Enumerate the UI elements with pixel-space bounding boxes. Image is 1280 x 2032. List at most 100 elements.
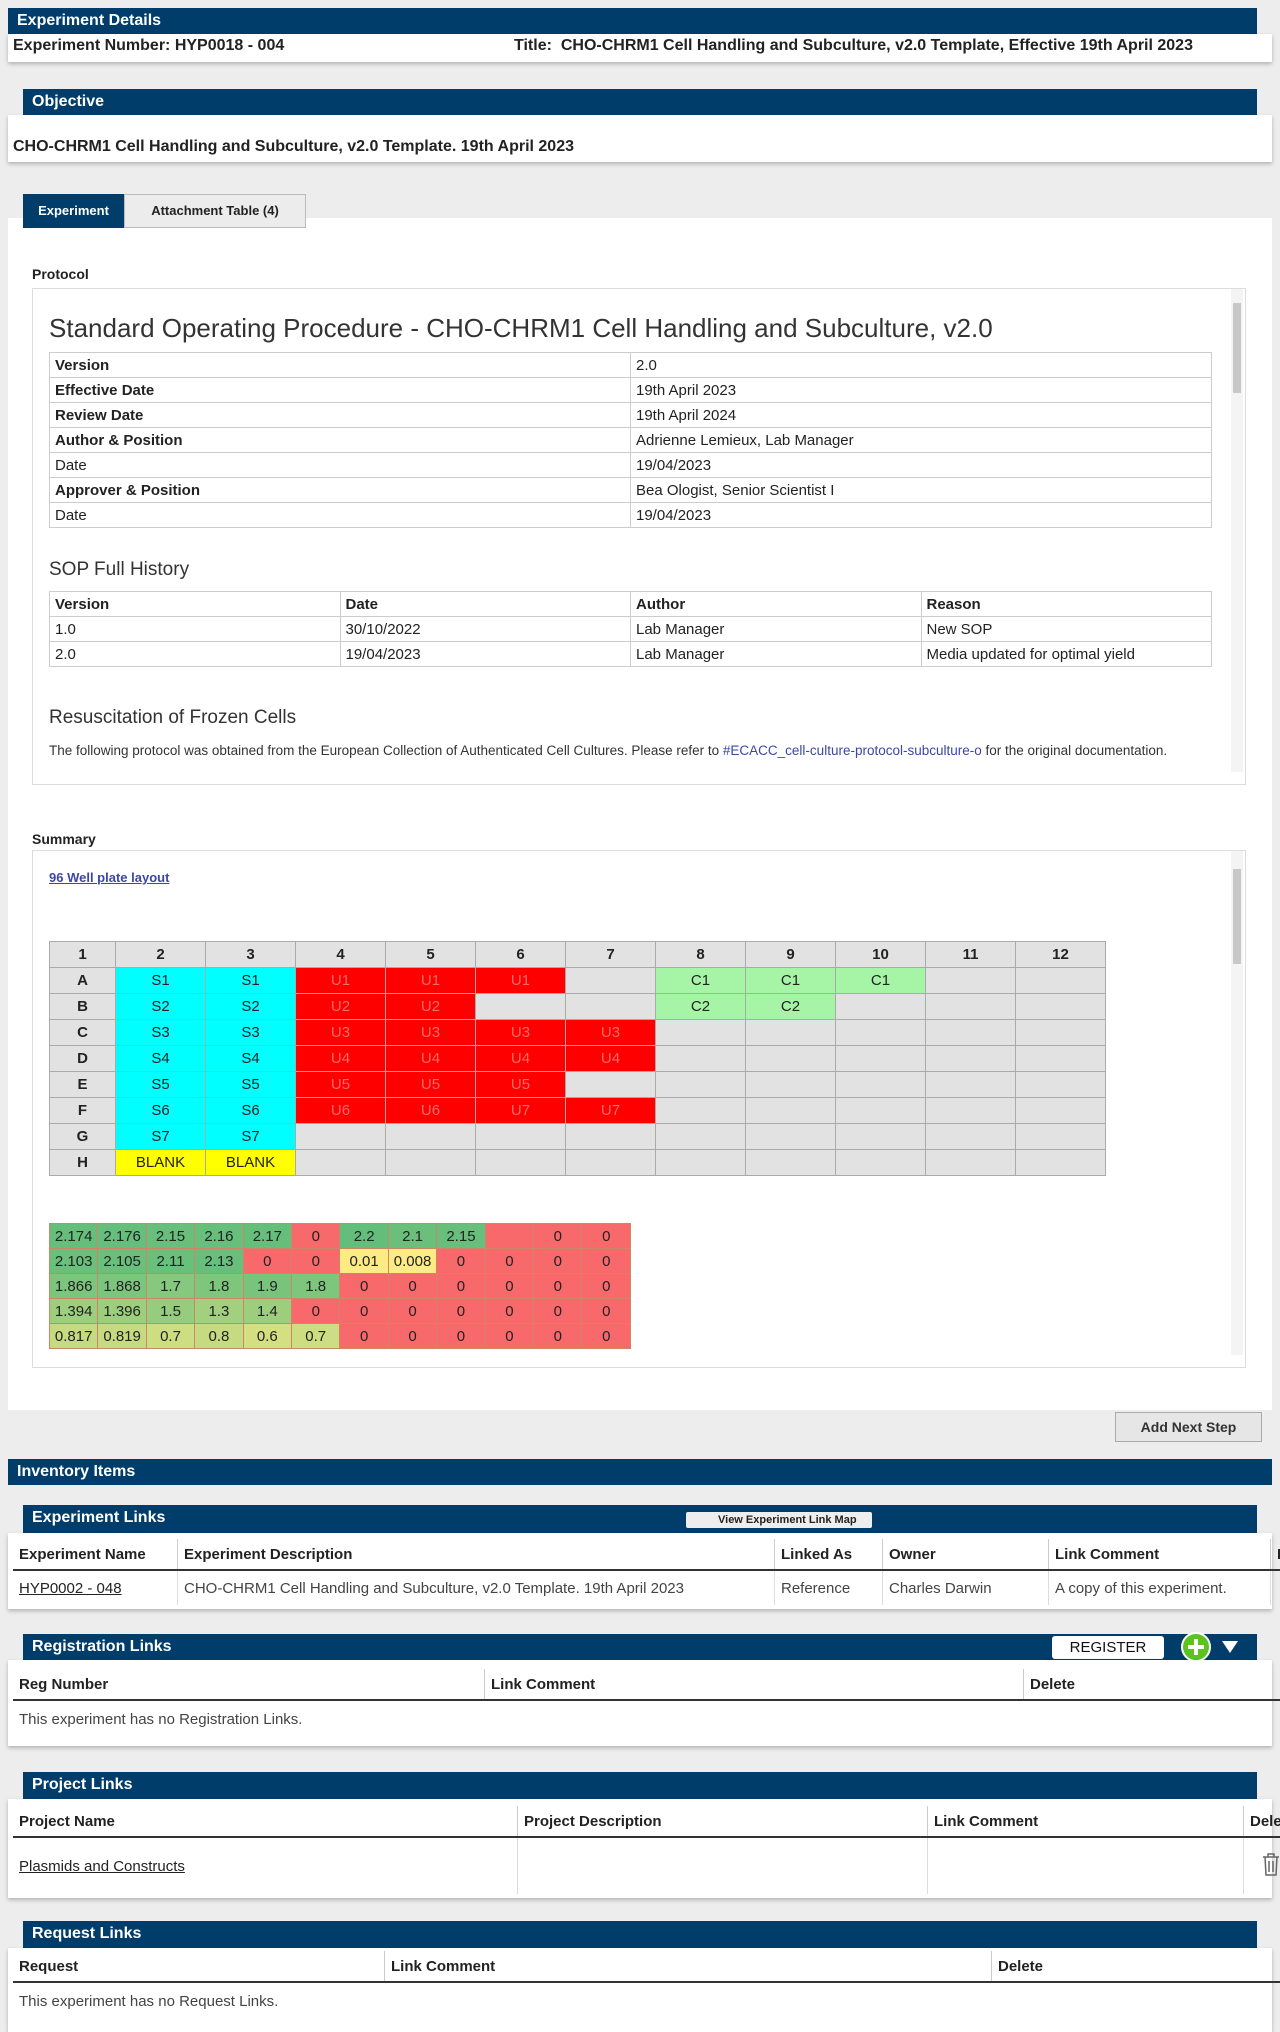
well: [835, 1097, 926, 1124]
column-header: Delete: [991, 1951, 1280, 1983]
well: U5: [295, 1071, 386, 1098]
heatmap-cell: 1.394: [48, 1298, 99, 1324]
heatmap-cell: 0: [581, 1323, 631, 1349]
well: [655, 1097, 746, 1124]
heatmap-cell: 1.3: [194, 1298, 244, 1324]
well: S5: [115, 1071, 206, 1098]
heatmap-cell: 0: [581, 1248, 631, 1274]
button[interactable]: REGISTER: [1052, 1636, 1164, 1659]
well: [1015, 1045, 1106, 1072]
links-table-wrap: Reg Number Link Comment Delete This experim…: [8, 1660, 1280, 1746]
row-header: A: [49, 967, 116, 994]
well: [745, 1123, 836, 1150]
well: U1: [475, 967, 566, 994]
well: [655, 1149, 746, 1176]
heatmap-cell: 0: [291, 1298, 341, 1324]
cell: 19/04/2023: [630, 502, 1212, 528]
column-header: Owner: [882, 1539, 1049, 1571]
column-header: 12: [1015, 941, 1106, 968]
well: [1015, 1149, 1106, 1176]
heatmap-cell: 0: [436, 1323, 486, 1349]
well: [745, 1045, 836, 1072]
scroll-thumb[interactable]: [1233, 869, 1241, 964]
scrollbar[interactable]: [1231, 289, 1243, 772]
button[interactable]: Add Next Step: [1115, 1412, 1262, 1442]
cell[interactable]: HYP0002 - 048: [13, 1570, 178, 1605]
well: S2: [205, 993, 296, 1020]
well: U7: [475, 1097, 566, 1124]
well: C2: [745, 993, 836, 1020]
well: [475, 993, 566, 1020]
cell: Lab Manager: [630, 616, 922, 642]
heading: SOP Full History: [49, 559, 190, 580]
label: Experiment Number:: [13, 37, 171, 54]
cell: Lab Manager: [630, 641, 922, 667]
heatmap-cell: 0: [339, 1323, 389, 1349]
heatmap-cell: 0: [581, 1223, 631, 1249]
cell: Adrienne Lemieux, Lab Manager: [630, 427, 1212, 453]
cell[interactable]: Plasmids and Constructs: [13, 1837, 518, 1894]
heatmap-cell: 0: [242, 1248, 293, 1274]
well: U3: [385, 1019, 476, 1046]
well: BLANK: [205, 1149, 296, 1176]
well: S5: [205, 1071, 296, 1098]
cell: New SOP: [920, 616, 1212, 642]
column-header: Delete: [1023, 1669, 1280, 1701]
button[interactable]: View Experiment Link Map: [686, 1512, 872, 1528]
well: U1: [385, 967, 476, 994]
heatmap-cell: 0.7: [291, 1323, 341, 1349]
cell: Reference: [774, 1570, 883, 1605]
well: [925, 1019, 1016, 1046]
scroll-thumb[interactable]: [1233, 303, 1241, 393]
link[interactable]: 96 Well plate layout: [49, 870, 170, 885]
cell: 30/10/2022: [339, 616, 631, 642]
heatmap-cell: 0: [291, 1223, 341, 1249]
well: [745, 1149, 836, 1176]
heatmap-cell: 0.6: [242, 1323, 293, 1349]
cell: [517, 1837, 928, 1894]
well: U4: [295, 1045, 386, 1072]
heatmap-cell: 2.15: [145, 1223, 196, 1249]
heading: Resuscitation of Frozen Cells: [49, 707, 297, 728]
header-row: Experiment Name Experiment Description Lin…: [13, 1539, 1280, 1571]
empty-message: This experiment has no Request Links.: [19, 1992, 279, 2010]
delete-icon[interactable]: [1260, 1852, 1280, 1876]
cell: Media updated for optimal yield: [920, 641, 1212, 667]
well: [925, 1071, 1016, 1098]
row: 1.866 1.868 1.7 1.8 1.9 1.8 0 0 0 0 0 0: [48, 1273, 631, 1299]
empty-message: This experiment has no Registration Link…: [19, 1710, 303, 1728]
heatmap-cell: 1.5: [145, 1298, 196, 1324]
links-table: Request Link Comment Delete This experiment…: [13, 1951, 1280, 2019]
link[interactable]: #ECACC_cell-culture-protocol-subculture-…: [722, 743, 982, 758]
column-header: Version: [49, 591, 341, 617]
tab[interactable]: Attachment Table (4): [124, 194, 306, 228]
column-header: Project Description: [517, 1806, 928, 1838]
well: [925, 1123, 1016, 1150]
section-header: Registration Links: [23, 1634, 1257, 1660]
well: [385, 1123, 476, 1150]
column-header: Link Comment: [484, 1669, 1024, 1701]
row: Effective Date 19th April 2023: [49, 377, 1212, 403]
column-header: Delete: [1243, 1806, 1280, 1838]
well: [925, 993, 1016, 1020]
row: Version 2.0: [49, 352, 1212, 378]
column-header: Link Comment: [384, 1951, 992, 1983]
well: U4: [385, 1045, 476, 1072]
heatmap-cell: 0: [484, 1248, 535, 1274]
well: [1015, 967, 1106, 994]
well: [745, 1071, 836, 1098]
heatmap-cell: 1.396: [97, 1298, 147, 1324]
cell: CHO-CHRM1 Cell Handling and Subculture, …: [177, 1570, 775, 1605]
well: [565, 1123, 656, 1150]
heatmap-cell: 1.8: [291, 1273, 341, 1299]
add-icons[interactable]: [1178, 1631, 1240, 1663]
heatmap-cell: 0: [533, 1298, 583, 1324]
scrollbar[interactable]: [1231, 851, 1243, 1355]
tab[interactable]: Experiment: [23, 194, 124, 228]
heatmap-cell: 2.174: [48, 1223, 99, 1249]
heatmap-cell: 0: [533, 1273, 583, 1299]
links-table: Experiment Name Experiment Description Lin…: [13, 1539, 1280, 1605]
heatmap-cell: 0: [484, 1273, 535, 1299]
well: S4: [205, 1045, 296, 1072]
row: Plasmids and Constructs: [13, 1837, 1280, 1894]
